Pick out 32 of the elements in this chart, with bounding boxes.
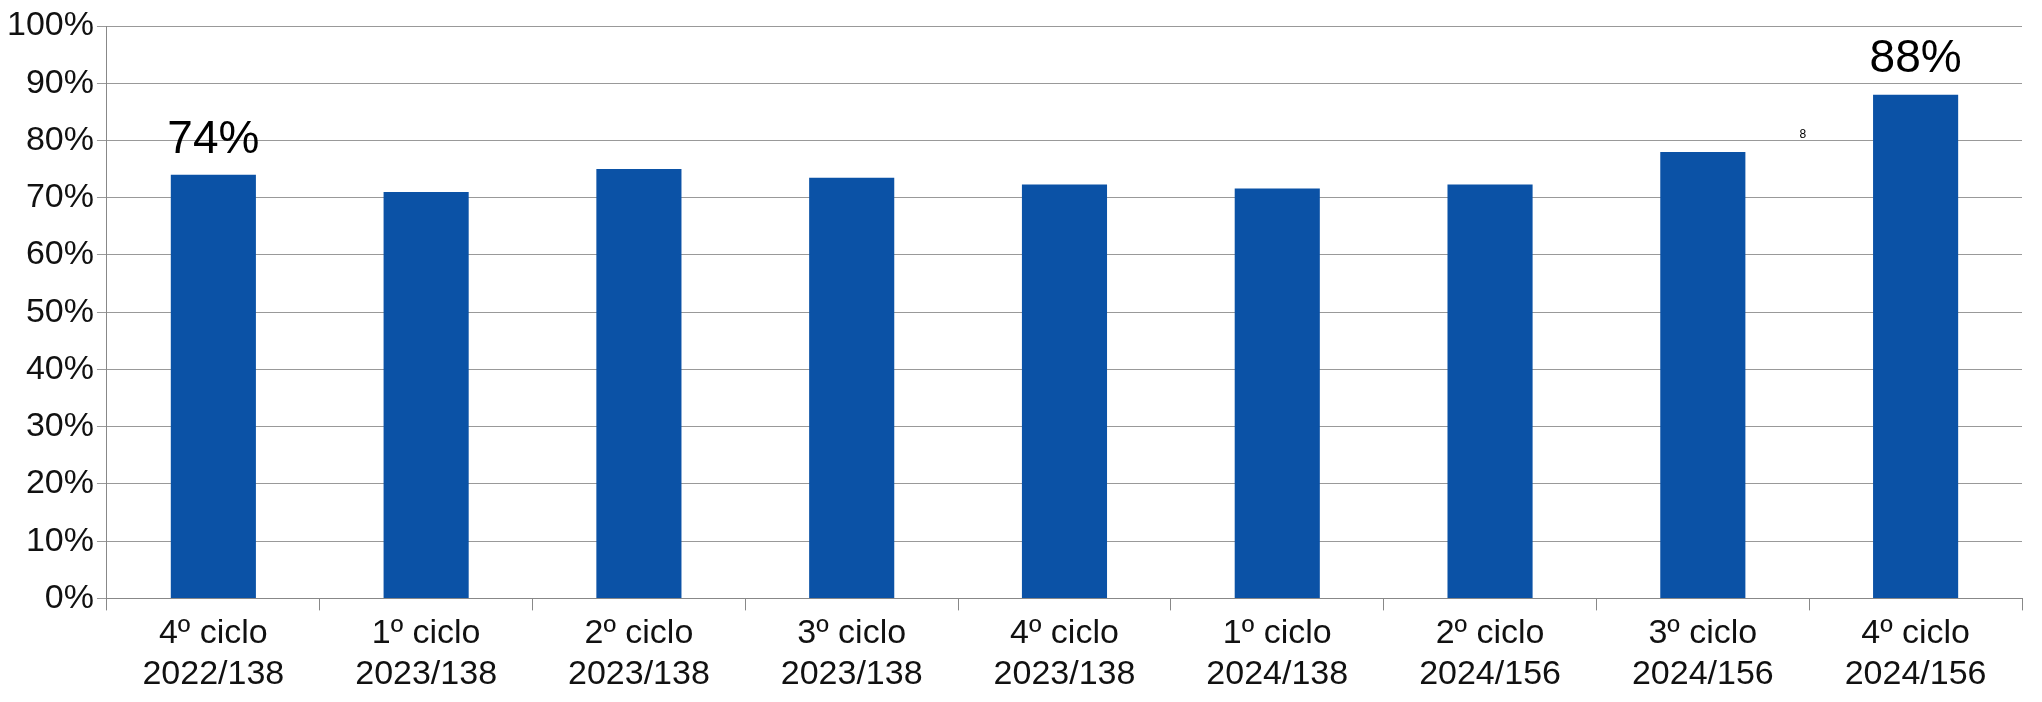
y-tick-label: 0%	[44, 576, 94, 615]
bar	[596, 169, 682, 598]
y-tick-label: 100%	[6, 4, 94, 43]
x-tick-label: 4º ciclo 2023/138	[993, 612, 1136, 691]
bar	[1660, 151, 1746, 598]
x-tick-label: 3º ciclo 2024/156	[1631, 612, 1774, 691]
x-tick-label: 3º ciclo 2023/138	[780, 612, 923, 691]
x-tick-label: 1º ciclo 2024/138	[1206, 612, 1349, 691]
y-tick-label: 40%	[25, 347, 94, 386]
bar	[1447, 184, 1533, 598]
bar	[1873, 94, 1959, 598]
data-label: 88%	[1869, 30, 1962, 83]
y-tick-label: 60%	[25, 233, 94, 272]
x-tick-label: 4º ciclo 2022/138	[142, 612, 285, 691]
annotation: 8	[1799, 126, 1807, 141]
x-tick-label: 1º ciclo 2023/138	[355, 612, 498, 691]
bar	[170, 174, 256, 598]
y-tick-label: 30%	[25, 405, 94, 444]
bar	[1021, 184, 1108, 598]
data-label: 74%	[167, 110, 260, 163]
y-tick-label: 10%	[25, 519, 94, 558]
bar	[809, 177, 895, 598]
y-tick-label: 20%	[25, 462, 94, 501]
x-tick-label: 4º ciclo 2024/156	[1844, 612, 1987, 691]
bar	[1234, 188, 1320, 598]
bar	[383, 192, 469, 598]
x-tick-label: 2º ciclo 2024/156	[1419, 612, 1561, 691]
y-tick-label: 50%	[25, 290, 94, 329]
x-tick-label: 2º ciclo 2023/138	[568, 612, 710, 691]
y-tick-label: 80%	[25, 118, 94, 157]
y-tick-label: 90%	[25, 61, 94, 100]
y-tick-label: 70%	[25, 176, 94, 215]
